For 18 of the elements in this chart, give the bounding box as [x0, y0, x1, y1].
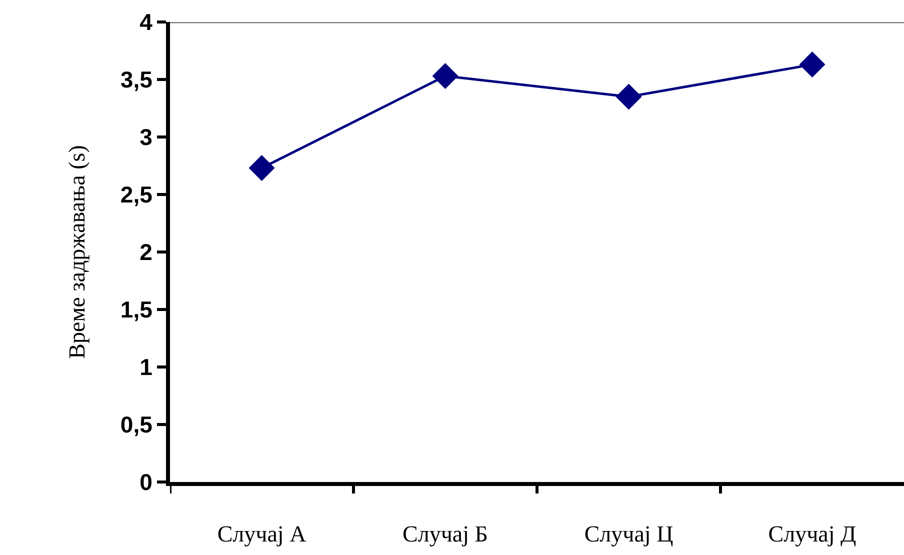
y-tick-label: 0,5	[120, 412, 153, 438]
x-tick-label: Случај Ц	[584, 522, 674, 547]
point	[799, 52, 826, 78]
y-tick-label: 3,5	[120, 66, 153, 93]
x-tick-label: Случај Б	[402, 522, 488, 547]
point	[432, 63, 458, 90]
point	[616, 84, 642, 110]
y-tick-label: 2	[140, 239, 152, 266]
y-tick-label: 3	[140, 124, 152, 150]
y-tick-label: 4	[140, 9, 153, 36]
y-tick-label: 2,5	[120, 182, 153, 208]
x-tick-label: Случај Д	[768, 522, 857, 547]
y-tick-label: 1	[140, 354, 153, 380]
x-tick-label: Случај А	[217, 522, 307, 547]
y-tick-label: 1,5	[120, 296, 153, 323]
y-axis-title: Време задржавања (s)	[64, 145, 90, 359]
y-tick-label: 0	[140, 469, 152, 496]
point	[248, 155, 275, 182]
